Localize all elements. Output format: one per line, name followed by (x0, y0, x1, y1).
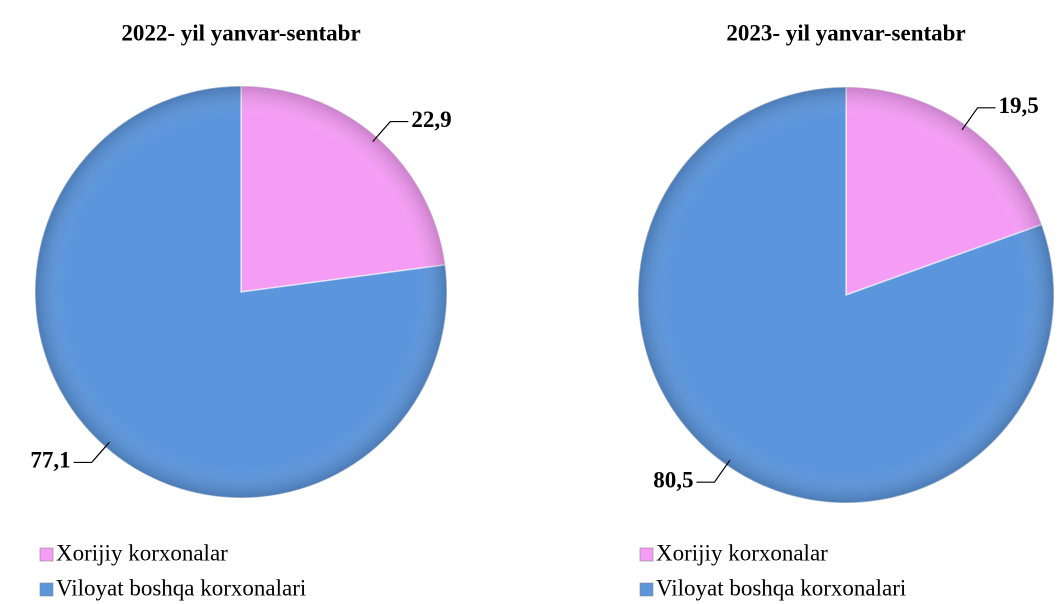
chart-title: 2023- yil yanvar-sentabr (726, 20, 965, 45)
legend-label: Viloyat boshqa korxonalari (56, 575, 306, 600)
pie-shade (638, 87, 1054, 503)
legend-swatch (639, 582, 654, 597)
leader-line (961, 107, 996, 131)
legend-swatch (639, 547, 654, 562)
pie-shade (35, 86, 447, 498)
legend-label: Viloyat boshqa korxonalari (656, 575, 906, 600)
data-label: 22,9 (411, 107, 451, 132)
legend-label: Xorijiy korxonalar (56, 540, 228, 565)
data-label: 80,5 (653, 467, 693, 492)
chart-title: 2022- yil yanvar-sentabr (121, 20, 360, 45)
data-label: 19,5 (999, 93, 1039, 118)
legend-swatch (39, 582, 54, 597)
leader-line (372, 120, 409, 143)
legend-swatch (39, 547, 54, 562)
leader-line (73, 441, 110, 464)
data-label: 77,1 (30, 448, 70, 473)
legend-label: Xorijiy korxonalar (656, 540, 828, 565)
leader-line (696, 459, 731, 483)
